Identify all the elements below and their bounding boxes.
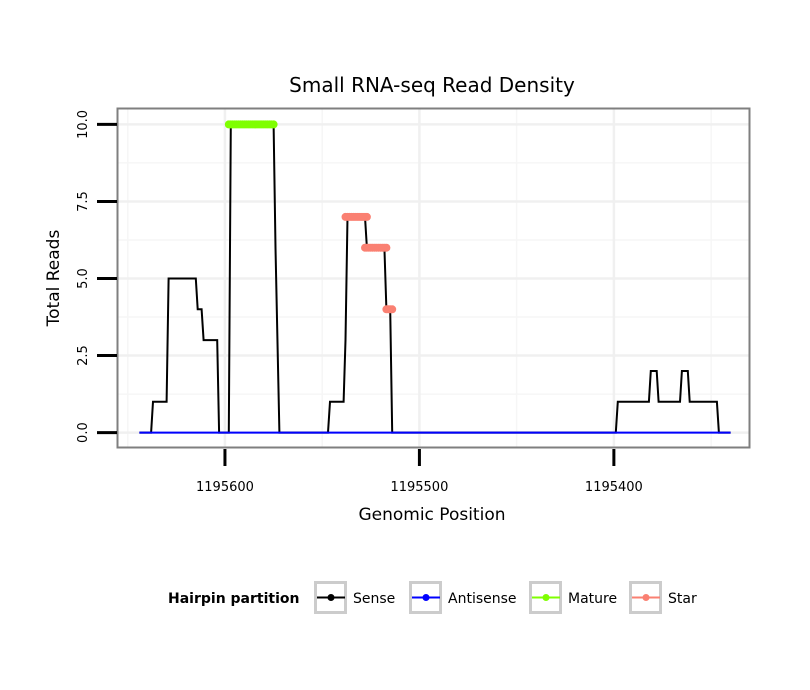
legend-label: Star [668,591,697,607]
y-axis-title: Total Reads [44,230,64,328]
legend-label: Mature [568,591,617,607]
series-mature-segment [224,120,278,129]
series-star-segment [382,305,397,314]
x-axis: 1195600 1195500 1195400 [196,449,643,495]
legend: Hairpin partition Sense Antisense Mature St… [168,581,697,614]
series-star-point [382,243,391,252]
x-axis-title: Genomic Position [358,505,505,525]
x-tick-label: 1195500 [390,480,448,495]
y-tick-label: 10.0 [76,110,91,139]
legend-title: Hairpin partition [168,591,299,607]
legend-key-point [642,594,650,601]
series-layer [139,120,731,434]
series-star-segment [361,243,391,252]
y-tick-label: 7.5 [76,191,91,212]
legend-item-star: Star [629,581,697,614]
legend-key-point [422,594,430,601]
legend-item-sense: Sense [314,581,395,614]
x-tick-label: 1195600 [196,480,254,495]
x-tick-label: 1195400 [585,480,643,495]
y-tick-label: 2.5 [76,345,91,366]
series-sense-line [139,123,731,434]
chart-title: Small RNA-seq Read Density [289,73,575,97]
y-tick-label: 5.0 [76,268,91,289]
legend-key-point [542,594,550,601]
grid [118,109,750,448]
y-tick-label: 0.0 [76,422,91,443]
series-star-point [362,212,371,221]
y-axis: 0.0 2.5 5.0 7.5 10.0 [76,110,117,443]
legend-key-point [327,594,335,601]
plot-panel-border [116,107,751,449]
series-mature-point [269,120,278,129]
legend-item-antisense: Antisense [409,581,517,614]
series-star-segment [341,212,371,221]
legend-item-mature: Mature [529,581,617,614]
legend-label: Antisense [448,591,517,607]
legend-label: Sense [353,591,395,607]
series-star-point [388,305,397,314]
